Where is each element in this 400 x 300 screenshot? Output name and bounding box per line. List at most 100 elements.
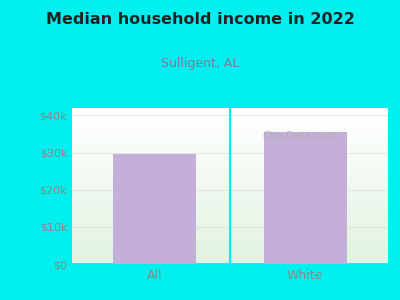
Bar bbox=[72, 130, 388, 131]
Bar bbox=[72, 138, 388, 139]
Bar bbox=[72, 241, 388, 242]
Bar bbox=[72, 178, 388, 180]
Bar bbox=[72, 147, 388, 148]
Bar bbox=[72, 117, 388, 119]
Bar bbox=[72, 148, 388, 150]
Bar bbox=[72, 244, 388, 245]
Bar bbox=[72, 175, 388, 177]
Bar bbox=[72, 208, 388, 209]
Bar bbox=[72, 214, 388, 216]
Bar bbox=[72, 181, 388, 183]
Bar bbox=[72, 224, 388, 225]
Bar bbox=[72, 236, 388, 238]
Bar bbox=[72, 226, 388, 228]
Bar bbox=[72, 184, 388, 186]
Bar bbox=[72, 183, 388, 184]
Bar bbox=[72, 167, 388, 169]
Text: Median household income in 2022: Median household income in 2022 bbox=[46, 12, 354, 27]
Bar bbox=[72, 113, 388, 114]
Bar bbox=[72, 262, 388, 264]
Bar bbox=[72, 111, 388, 113]
Bar bbox=[72, 173, 388, 175]
Bar bbox=[72, 203, 388, 205]
Bar bbox=[72, 230, 388, 231]
Bar bbox=[72, 142, 388, 144]
Bar bbox=[72, 141, 388, 142]
Bar bbox=[72, 200, 388, 202]
Bar bbox=[72, 209, 388, 211]
Bar bbox=[72, 259, 388, 261]
Bar bbox=[72, 139, 388, 141]
Bar bbox=[72, 202, 388, 203]
Bar bbox=[72, 225, 388, 226]
Bar bbox=[72, 155, 388, 156]
Bar bbox=[72, 220, 388, 222]
Bar bbox=[72, 216, 388, 217]
Bar bbox=[72, 222, 388, 224]
Bar bbox=[72, 211, 388, 212]
Bar bbox=[72, 164, 388, 166]
Bar bbox=[72, 248, 388, 250]
Text: City-Data.com: City-Data.com bbox=[262, 131, 336, 141]
Bar bbox=[72, 119, 388, 121]
Bar bbox=[72, 258, 388, 259]
Bar bbox=[72, 256, 388, 258]
Bar bbox=[264, 132, 347, 264]
Bar bbox=[72, 177, 388, 178]
Bar bbox=[72, 108, 388, 110]
Bar bbox=[72, 212, 388, 214]
Bar bbox=[72, 245, 388, 247]
Bar bbox=[72, 127, 388, 128]
Bar bbox=[72, 136, 388, 138]
Bar bbox=[72, 122, 388, 124]
Bar bbox=[72, 217, 388, 219]
Bar bbox=[72, 247, 388, 248]
Bar bbox=[72, 194, 388, 195]
Bar bbox=[72, 121, 388, 122]
Bar bbox=[72, 166, 388, 167]
Bar bbox=[72, 250, 388, 251]
Bar bbox=[72, 124, 388, 125]
Bar bbox=[72, 255, 388, 256]
Bar bbox=[72, 191, 388, 192]
Bar bbox=[72, 180, 388, 181]
Bar bbox=[72, 172, 388, 173]
Bar bbox=[72, 192, 388, 194]
Bar bbox=[72, 186, 388, 188]
Bar bbox=[72, 150, 388, 152]
Bar bbox=[72, 253, 388, 255]
Bar bbox=[72, 189, 388, 191]
Bar bbox=[72, 231, 388, 233]
Bar bbox=[72, 133, 388, 134]
Bar bbox=[72, 206, 388, 208]
Bar bbox=[72, 197, 388, 199]
Bar bbox=[72, 239, 388, 241]
Bar bbox=[72, 134, 388, 136]
Bar bbox=[72, 170, 388, 172]
Bar bbox=[72, 131, 388, 133]
Bar bbox=[72, 110, 388, 111]
Bar bbox=[72, 261, 388, 262]
Bar bbox=[72, 228, 388, 230]
Bar bbox=[72, 242, 388, 244]
Bar bbox=[72, 160, 388, 161]
Bar bbox=[72, 199, 388, 200]
Bar bbox=[72, 128, 388, 130]
Bar bbox=[72, 219, 388, 220]
Bar bbox=[72, 234, 388, 236]
Bar bbox=[72, 125, 388, 127]
Bar bbox=[72, 169, 388, 170]
Bar bbox=[72, 156, 388, 158]
Bar bbox=[72, 161, 388, 163]
Bar bbox=[72, 158, 388, 160]
Bar bbox=[72, 114, 388, 116]
Bar bbox=[72, 146, 388, 147]
Bar bbox=[72, 188, 388, 189]
Bar bbox=[72, 153, 388, 155]
Bar bbox=[72, 195, 388, 197]
Bar bbox=[72, 144, 388, 146]
Bar bbox=[72, 238, 388, 239]
Bar bbox=[72, 233, 388, 234]
Bar bbox=[72, 251, 388, 253]
Bar bbox=[72, 205, 388, 206]
